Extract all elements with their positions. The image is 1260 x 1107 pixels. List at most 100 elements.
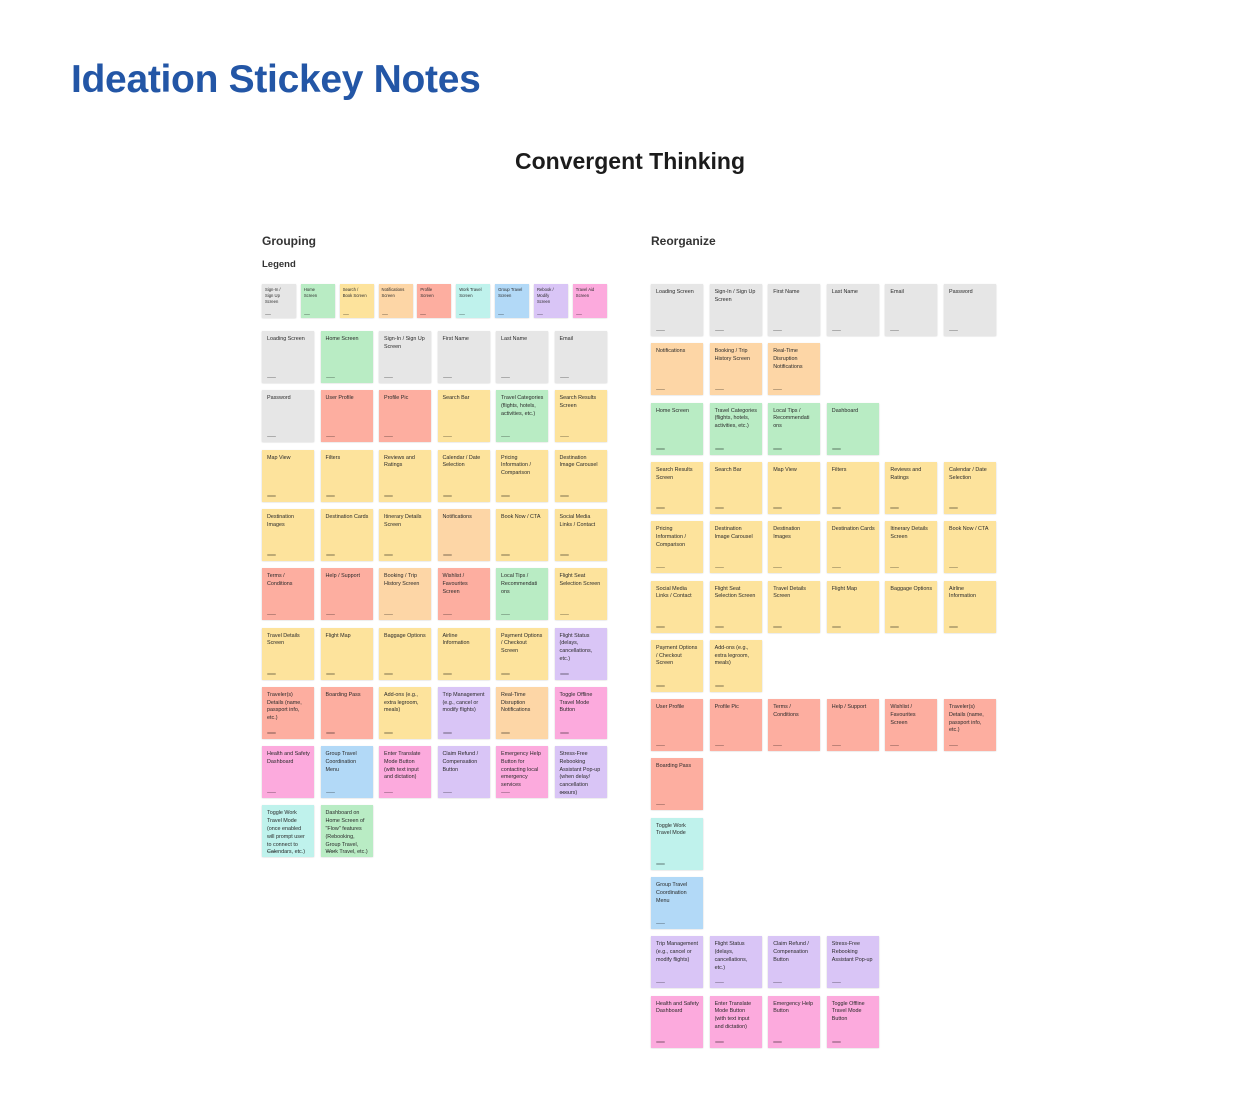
- sticky-note[interactable]: Search Results Screen: [554, 390, 607, 443]
- sticky-note[interactable]: Payment Options / Checkout Screen: [496, 627, 548, 680]
- sticky-note[interactable]: Calendar / Date Selection: [437, 449, 490, 502]
- sticky-note[interactable]: Terms / Conditions: [262, 568, 314, 621]
- sticky-note[interactable]: Home Screen: [300, 284, 335, 318]
- sticky-note[interactable]: Sign-In / Sign Up Screen: [379, 331, 431, 383]
- sticky-note[interactable]: Toggle Work Travel Mode (once enabled wi…: [262, 805, 314, 858]
- sticky-note[interactable]: Password: [944, 284, 996, 336]
- sticky-note[interactable]: Claim Refund / Compensation Button: [437, 746, 490, 799]
- sticky-note[interactable]: Flight Seat Selection Screen: [709, 580, 762, 633]
- sticky-note[interactable]: Boarding Pass: [651, 758, 703, 811]
- sticky-note[interactable]: Search Bar: [709, 461, 762, 514]
- sticky-note[interactable]: First Name: [768, 284, 821, 336]
- sticky-note[interactable]: Flight Status (delays, cancellations, et…: [554, 627, 607, 680]
- sticky-note[interactable]: Emergency Help Button for contacting loc…: [496, 746, 548, 799]
- sticky-note[interactable]: Flight Map: [320, 627, 373, 680]
- sticky-note[interactable]: Dashboard on Home Screen of "Flow" featu…: [320, 805, 373, 858]
- sticky-note[interactable]: Social Media Links / Contact: [651, 580, 703, 633]
- sticky-note[interactable]: Terms / Conditions: [768, 699, 821, 752]
- sticky-note[interactable]: Last Name: [496, 331, 548, 383]
- sticky-note[interactable]: Destination Cards: [826, 521, 879, 574]
- sticky-note[interactable]: Trip Management (e.g., cancel or modify …: [651, 936, 703, 989]
- sticky-note[interactable]: Group Travel Coordination Menu: [651, 877, 703, 929]
- sticky-note[interactable]: Reviews and Ratings: [885, 461, 938, 514]
- sticky-note[interactable]: Map View: [262, 449, 314, 502]
- sticky-note[interactable]: Enter Translate Mode Button (with text i…: [379, 746, 431, 799]
- sticky-note[interactable]: Travel Details Screen: [262, 627, 314, 680]
- sticky-note[interactable]: Search / Book Screen: [339, 284, 374, 318]
- sticky-note[interactable]: Flight Map: [826, 580, 879, 633]
- sticky-note[interactable]: Traveler(s) Details (name, passport info…: [262, 686, 314, 739]
- sticky-note[interactable]: Destination Image Carousel: [554, 449, 607, 502]
- sticky-note[interactable]: Search Bar: [437, 390, 490, 443]
- sticky-note[interactable]: Emergency Help Button: [768, 995, 821, 1048]
- sticky-note[interactable]: Profile Screen: [417, 284, 452, 318]
- sticky-note[interactable]: Destination Image Carousel: [709, 521, 762, 574]
- sticky-note[interactable]: Help / Support: [320, 568, 373, 621]
- sticky-note[interactable]: Real-Time Disruption Notifications: [496, 686, 548, 739]
- sticky-note[interactable]: Airline Information: [437, 627, 490, 680]
- sticky-note[interactable]: Travel Categories (flights, hotels, acti…: [709, 402, 762, 455]
- sticky-note[interactable]: Help / Support: [826, 699, 879, 752]
- sticky-note[interactable]: Book Now / CTA: [944, 521, 996, 574]
- sticky-note[interactable]: Sign-In / Sign Up Screen: [262, 284, 296, 318]
- sticky-note[interactable]: Local Tips / Recommendati ons: [496, 568, 548, 621]
- sticky-note[interactable]: Last Name: [826, 284, 879, 336]
- sticky-note[interactable]: Loading Screen: [651, 284, 703, 336]
- sticky-note[interactable]: Health and Safety Dashboard: [262, 746, 314, 799]
- sticky-note[interactable]: Sign-In / Sign Up Screen: [709, 284, 762, 336]
- sticky-note[interactable]: User Profile: [320, 390, 373, 443]
- sticky-note[interactable]: Profile Pic: [379, 390, 431, 443]
- sticky-note[interactable]: Email: [885, 284, 938, 336]
- sticky-note[interactable]: Flight Seat Selection Screen: [554, 568, 607, 621]
- sticky-note[interactable]: Enter Translate Mode Button (with text i…: [709, 995, 762, 1048]
- sticky-note[interactable]: Local Tips / Recommendati ons: [768, 402, 821, 455]
- sticky-note[interactable]: Stress-Free Rebooking Assistant Pop-up (…: [554, 746, 607, 799]
- sticky-note[interactable]: Travel Details Screen: [768, 580, 821, 633]
- sticky-note[interactable]: Health and Safety Dashboard: [651, 995, 703, 1048]
- sticky-note[interactable]: Stress-Free Rebooking Assistant Pop-up: [826, 936, 879, 989]
- sticky-note[interactable]: Booking / Trip History Screen: [379, 568, 431, 621]
- sticky-note[interactable]: Toggle Work Travel Mode: [651, 817, 703, 870]
- sticky-note[interactable]: Rebook / Modify Screen: [533, 284, 568, 318]
- sticky-note[interactable]: Wishlist / Favourites Screen: [437, 568, 490, 621]
- sticky-note[interactable]: Map View: [768, 461, 821, 514]
- sticky-note[interactable]: Boarding Pass: [320, 686, 373, 739]
- sticky-note[interactable]: Add-ons (e.g., extra legroom, meals): [709, 639, 762, 692]
- sticky-note[interactable]: Trip Management (e.g., cancel or modify …: [437, 686, 490, 739]
- sticky-note[interactable]: Add-ons (e.g., extra legroom, meals): [379, 686, 431, 739]
- sticky-note[interactable]: Pricing Information / Comparison: [651, 521, 703, 574]
- sticky-note[interactable]: Social Media Links / Contact: [554, 508, 607, 561]
- sticky-note[interactable]: Filters: [320, 449, 373, 502]
- sticky-note[interactable]: First Name: [437, 331, 490, 383]
- sticky-note[interactable]: Baggage Options: [379, 627, 431, 680]
- sticky-note[interactable]: Payment Options / Checkout Screen: [651, 639, 703, 692]
- sticky-note[interactable]: Email: [554, 331, 607, 383]
- sticky-note[interactable]: Pricing Information / Comparison: [496, 449, 548, 502]
- sticky-note[interactable]: Real-Time Disruption Notifications: [768, 343, 821, 396]
- sticky-note[interactable]: Work Travel Screen: [456, 284, 491, 318]
- sticky-note[interactable]: Claim Refund / Compensation Button: [768, 936, 821, 989]
- sticky-note[interactable]: Reviews and Ratings: [379, 449, 431, 502]
- sticky-note[interactable]: Baggage Options: [885, 580, 938, 633]
- sticky-note[interactable]: Home Screen: [320, 331, 373, 383]
- sticky-note[interactable]: Destination Cards: [320, 508, 373, 561]
- sticky-note[interactable]: Notifications: [651, 343, 703, 396]
- sticky-note[interactable]: Dashboard: [826, 402, 879, 455]
- sticky-note[interactable]: Profile Pic: [709, 699, 762, 752]
- sticky-note[interactable]: Toggle Offline Travel Mode Button: [554, 686, 607, 739]
- sticky-note[interactable]: Filters: [826, 461, 879, 514]
- sticky-note[interactable]: Search Results Screen: [651, 461, 703, 514]
- sticky-note[interactable]: Travel Aid Screen: [572, 284, 607, 318]
- sticky-note[interactable]: Toggle Offline Travel Mode Button: [826, 995, 879, 1048]
- sticky-note[interactable]: Destination Images: [262, 508, 314, 561]
- sticky-note[interactable]: Group Travel Screen: [495, 284, 530, 318]
- sticky-note[interactable]: Password: [262, 390, 314, 443]
- sticky-note[interactable]: Itinerary Details Screen: [885, 521, 938, 574]
- sticky-note[interactable]: Group Travel Coordination Menu: [320, 746, 373, 799]
- sticky-note[interactable]: Loading Screen: [262, 331, 314, 383]
- sticky-note[interactable]: Notifications Screen: [378, 284, 413, 318]
- sticky-note[interactable]: Airline Information: [944, 580, 996, 633]
- sticky-note[interactable]: Itinerary Details Screen: [379, 508, 431, 561]
- sticky-note[interactable]: Calendar / Date Selection: [944, 461, 996, 514]
- sticky-note[interactable]: Destination Images: [768, 521, 821, 574]
